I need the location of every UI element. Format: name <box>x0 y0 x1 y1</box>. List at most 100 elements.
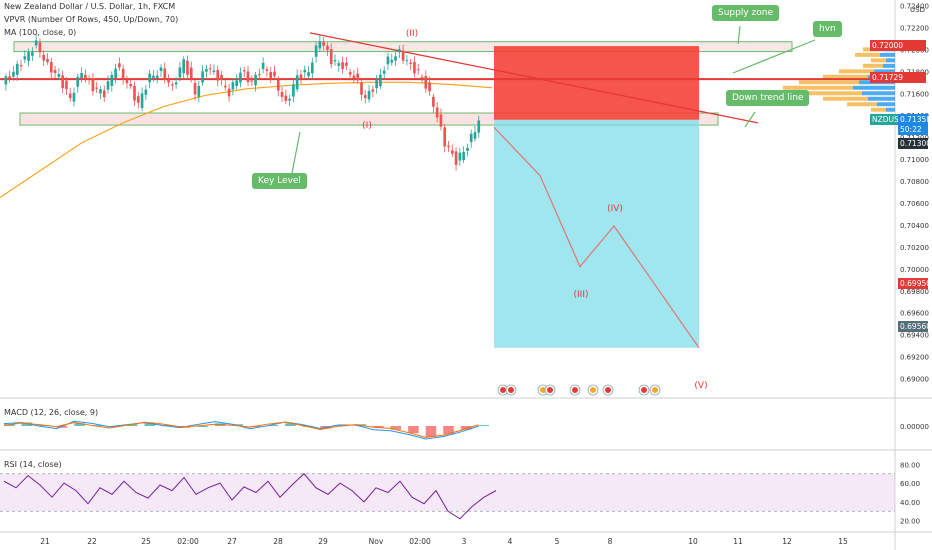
supply-zone-callout[interactable]: Supply zone <box>712 5 780 21</box>
candle-body <box>91 78 95 92</box>
candle-body <box>379 74 382 87</box>
event-flag-icon <box>540 387 546 393</box>
macd-histogram-bar <box>460 426 472 430</box>
candle-body <box>356 73 360 81</box>
candle-body <box>326 45 329 51</box>
candle-body <box>27 52 30 61</box>
candle-body <box>246 71 250 83</box>
x-tick-label: 8 <box>608 537 613 546</box>
candle-body <box>167 79 170 83</box>
vpvr-legend[interactable]: VPVR (Number Of Rows, 450, Up/Down, 70) <box>4 15 179 24</box>
candle-body <box>382 70 386 74</box>
candle-body <box>235 80 238 87</box>
candle-body <box>110 74 114 86</box>
event-flag-icon <box>641 387 647 393</box>
macd-histogram-bar <box>267 425 279 427</box>
candles <box>4 34 481 171</box>
rsi-tick-label: 20.00 <box>900 518 920 526</box>
y-tick-label: 0.69600 <box>900 310 929 318</box>
candle-body <box>46 59 49 63</box>
price-tag-target1: 0.69950 <box>898 278 932 289</box>
y-tick-label: 0.72200 <box>900 24 929 32</box>
down-trend-line-callout[interactable]: Down trend line <box>726 90 810 106</box>
candle-body <box>299 74 303 79</box>
candle-body <box>409 62 412 64</box>
candle-body <box>61 75 64 88</box>
rsi-legend[interactable]: RSI (14, close) <box>4 460 62 469</box>
macd-histogram-bar <box>390 426 402 430</box>
candle-body <box>462 152 465 161</box>
candle-body <box>76 76 80 87</box>
candle-body <box>447 145 450 148</box>
candle-body <box>227 88 231 97</box>
candle-body <box>405 60 409 62</box>
candle-body <box>216 70 220 81</box>
candle-body <box>333 59 337 62</box>
volume-bar-down <box>868 96 895 101</box>
candle-body <box>269 72 273 79</box>
candle-body <box>254 74 257 86</box>
candle-body <box>469 133 473 143</box>
candle-body <box>428 82 431 92</box>
candle-body <box>242 70 246 72</box>
volume-bar-down <box>880 52 895 57</box>
wave-projection-path <box>493 126 700 349</box>
candle-body <box>220 75 223 80</box>
macd-histogram-bar <box>127 424 138 426</box>
wave-label: (V) <box>694 381 707 391</box>
key-level-callout[interactable]: Key Level <box>252 173 307 189</box>
candle-body <box>261 62 265 70</box>
wave-label: (II) <box>406 29 418 39</box>
candle-body <box>178 67 182 78</box>
rsi-tick-label: 40.00 <box>900 499 920 507</box>
candle-body <box>65 80 68 90</box>
macd-histogram-bar <box>74 423 85 426</box>
hvn-callout[interactable]: hvn <box>813 21 842 37</box>
macd-histogram-bar <box>425 426 437 437</box>
candle-body <box>49 61 53 73</box>
x-tick-label: 25 <box>141 537 151 546</box>
macd-axis-label: 0.00000 <box>900 423 929 431</box>
candle-body <box>394 56 397 61</box>
candle-body <box>106 81 110 90</box>
candle-body <box>12 71 15 77</box>
candle-body <box>84 74 87 79</box>
x-tick-label: 5 <box>555 537 560 546</box>
wave-label: (I) <box>362 121 372 131</box>
x-tick-label: 28 <box>273 537 283 546</box>
x-tick-label: 3 <box>462 537 467 546</box>
candle-body <box>231 82 235 90</box>
candle-body <box>208 68 212 70</box>
wave-label: (IV) <box>607 204 623 214</box>
down-trend-line <box>309 32 759 124</box>
y-tick-label: 0.70000 <box>900 266 929 274</box>
candle-body <box>34 40 38 46</box>
macd-legend[interactable]: MACD (12, 26, close, 9) <box>4 408 99 417</box>
ma-legend[interactable]: MA (100, close, 0) <box>4 28 77 37</box>
candle-body <box>322 42 325 46</box>
callout-pointer <box>737 25 741 45</box>
macd-histogram-bar <box>443 426 454 435</box>
candle-body <box>466 148 469 151</box>
candle-body <box>435 107 439 118</box>
volume-bar-down <box>883 63 895 68</box>
candle-body <box>174 82 178 85</box>
candle-body <box>95 87 99 89</box>
candle-body <box>72 92 76 102</box>
volume-bar-up <box>863 63 883 68</box>
x-tick-label: 11 <box>733 537 743 546</box>
callout-pointer <box>744 111 756 128</box>
candle-body <box>424 76 428 89</box>
event-flag-icon <box>572 387 578 393</box>
candle-body <box>292 84 295 97</box>
candle-body <box>148 73 151 83</box>
wave-label: (III) <box>574 290 589 300</box>
macd-histogram-bar <box>21 422 33 426</box>
candle-body <box>416 69 420 71</box>
volume-bar-up <box>855 52 880 57</box>
candle-body <box>87 77 91 79</box>
candle-body <box>68 93 72 99</box>
candle-body <box>197 85 201 97</box>
volume-bar-down <box>877 102 895 107</box>
